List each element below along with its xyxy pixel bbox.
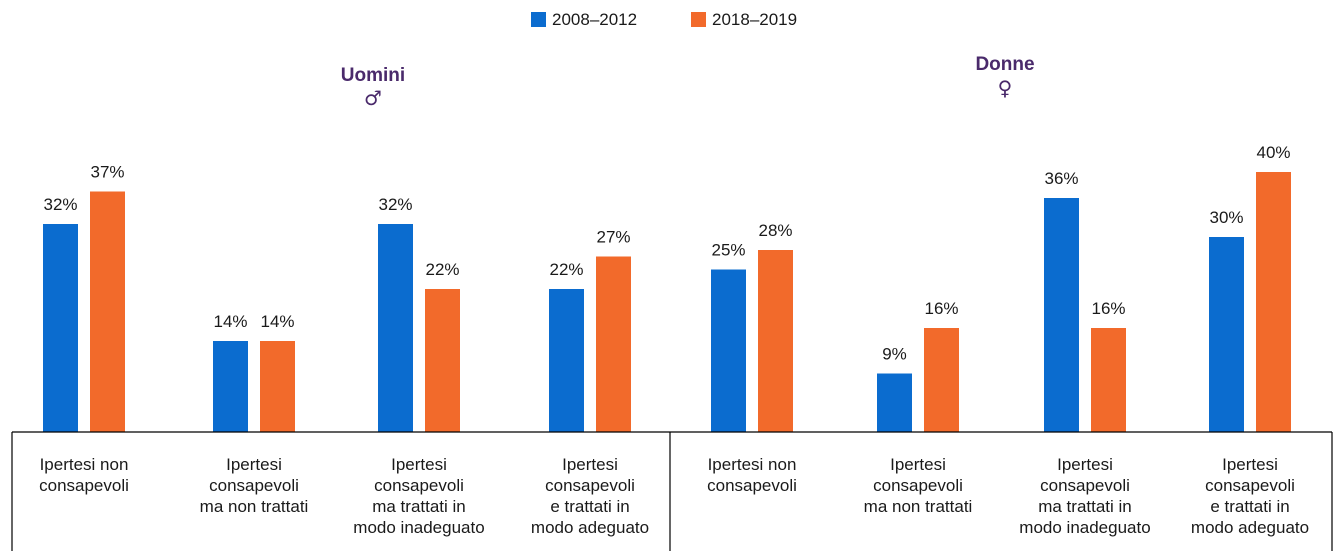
category-label-2-3-line-1: Ipertesi xyxy=(1057,455,1113,474)
bar-2-2-2 xyxy=(924,328,959,432)
category-label-2-1-line-2: consapevoli xyxy=(707,476,797,495)
value-label-1-2-2: 14% xyxy=(260,312,294,331)
category-label-1-2-line-3: ma non trattati xyxy=(200,497,309,516)
gender-symbol-1: ♂ xyxy=(364,86,382,110)
category-label-1-3-line-2: consapevoli xyxy=(374,476,464,495)
value-label-1-3-2: 22% xyxy=(425,260,459,279)
bar-2-1-1 xyxy=(711,269,746,432)
value-label-2-2-1: 9% xyxy=(882,345,907,364)
bar-2-3-1 xyxy=(1044,198,1079,432)
bar-1-2-1 xyxy=(213,341,248,432)
bar-1-4-2 xyxy=(596,256,631,432)
category-label-2-2-line-1: Ipertesi xyxy=(890,455,946,474)
category-label-1-3-line-1: Ipertesi xyxy=(391,455,447,474)
panel-title-2: Donne xyxy=(975,54,1034,75)
value-label-1-1-1: 32% xyxy=(43,195,77,214)
value-label-1-2-1: 14% xyxy=(213,312,247,331)
value-label-2-4-2: 40% xyxy=(1256,143,1290,162)
bar-1-3-1 xyxy=(378,224,413,432)
category-label-2-4-line-1: Ipertesi xyxy=(1222,455,1278,474)
category-label-2-4-line-4: modo adeguato xyxy=(1191,518,1309,537)
legend-swatch-1 xyxy=(531,12,546,27)
bar-2-4-1 xyxy=(1209,237,1244,432)
value-label-1-4-1: 22% xyxy=(549,260,583,279)
value-label-2-2-2: 16% xyxy=(924,299,958,318)
bar-2-1-2 xyxy=(758,250,793,432)
category-label-2-3-line-4: modo inadeguato xyxy=(1019,518,1150,537)
category-label-2-2-line-2: consapevoli xyxy=(873,476,963,495)
bar-2-4-2 xyxy=(1256,172,1291,432)
bar-1-4-1 xyxy=(549,289,584,432)
legend-swatch-2 xyxy=(691,12,706,27)
category-label-1-4-line-3: e trattati in xyxy=(550,497,629,516)
category-label-1-4-line-1: Ipertesi xyxy=(562,455,618,474)
gender-symbol-2: ♀ xyxy=(998,76,1013,100)
value-label-2-3-2: 16% xyxy=(1091,299,1125,318)
category-label-1-4-line-4: modo adeguato xyxy=(531,518,649,537)
category-label-2-3-line-3: ma trattati in xyxy=(1038,497,1132,516)
category-label-2-2-line-3: ma non trattati xyxy=(864,497,973,516)
category-label-1-4-line-2: consapevoli xyxy=(545,476,635,495)
category-label-2-3-line-2: consapevoli xyxy=(1040,476,1130,495)
category-label-1-2-line-2: consapevoli xyxy=(209,476,299,495)
category-label-1-1-line-1: Ipertesi non xyxy=(40,455,129,474)
panel-title-1: Uomini xyxy=(341,65,405,86)
legend-label-1: 2008–2012 xyxy=(552,10,637,29)
bar-1-1-1 xyxy=(43,224,78,432)
value-label-1-3-1: 32% xyxy=(378,195,412,214)
bar-1-1-2 xyxy=(90,191,125,432)
category-label-1-2-line-1: Ipertesi xyxy=(226,455,282,474)
bar-2-2-1 xyxy=(877,373,912,432)
value-label-2-1-2: 28% xyxy=(758,221,792,240)
value-label-1-4-2: 27% xyxy=(596,228,630,247)
value-label-2-1-1: 25% xyxy=(711,241,745,260)
value-label-1-1-2: 37% xyxy=(90,163,124,182)
bar-1-2-2 xyxy=(260,341,295,432)
category-label-2-4-line-3: e trattati in xyxy=(1210,497,1289,516)
category-label-1-3-line-4: modo inadeguato xyxy=(353,518,484,537)
value-label-2-4-1: 30% xyxy=(1209,208,1243,227)
category-label-2-4-line-2: consapevoli xyxy=(1205,476,1295,495)
bar-1-3-2 xyxy=(425,289,460,432)
value-label-2-3-1: 36% xyxy=(1044,169,1078,188)
category-label-2-1-line-1: Ipertesi non xyxy=(708,455,797,474)
bar-2-3-2 xyxy=(1091,328,1126,432)
category-label-1-3-line-3: ma trattati in xyxy=(372,497,466,516)
legend-label-2: 2018–2019 xyxy=(712,10,797,29)
category-label-1-1-line-2: consapevoli xyxy=(39,476,129,495)
